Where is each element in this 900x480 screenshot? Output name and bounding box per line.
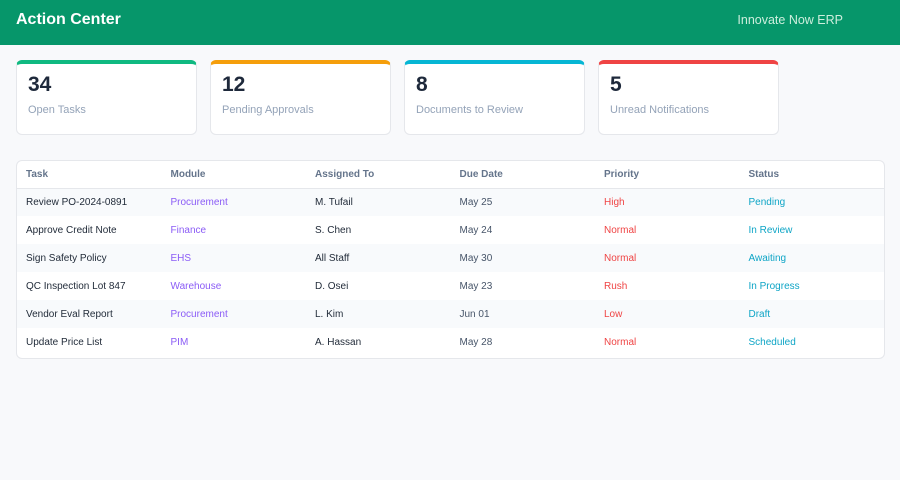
status-cell: Pending <box>748 196 786 208</box>
priority-cell: Rush <box>604 280 628 292</box>
brand-name[interactable]: Innovate Now ERP <box>737 12 843 27</box>
task-cell: Update Price List <box>26 336 103 348</box>
table-row[interactable]: Sign Safety Policy EHS All Staff May 30 … <box>17 244 884 272</box>
card-open-tasks[interactable]: 34 Open Tasks <box>16 60 197 135</box>
due-date-cell: May 28 <box>459 336 493 348</box>
due-date-cell: May 30 <box>459 252 493 264</box>
card-value: 34 <box>28 73 52 96</box>
module-cell: Finance <box>170 224 207 236</box>
module-cell: Procurement <box>170 196 228 208</box>
status-cell: Draft <box>748 308 771 320</box>
card-value: 12 <box>222 73 246 96</box>
assigned-cell: A. Hassan <box>315 336 362 348</box>
table-row[interactable]: Vendor Eval Report Procurement L. Kim Ju… <box>17 300 884 328</box>
priority-cell: Normal <box>604 336 637 348</box>
task-cell: Sign Safety Policy <box>26 252 107 264</box>
assigned-cell: S. Chen <box>315 224 352 236</box>
column-header-assigned-to[interactable]: Assigned To <box>315 168 375 180</box>
due-date-cell: May 24 <box>459 224 493 236</box>
card-label: Unread Notifications <box>610 104 710 116</box>
column-header-task[interactable]: Task <box>26 168 49 180</box>
card-pending-approvals[interactable]: 12 Pending Approvals <box>210 60 391 135</box>
column-header-priority[interactable]: Priority <box>604 168 640 180</box>
status-cell: Awaiting <box>748 252 787 264</box>
summary-cards: 34 Open Tasks 12 Pending Approvals 8 Doc… <box>16 60 779 135</box>
card-label: Documents to Review <box>416 104 523 116</box>
priority-cell: Low <box>604 308 623 320</box>
action-table: Task Module Assigned To Due Date Priorit… <box>16 160 885 359</box>
card-documents-to-review[interactable]: 8 Documents to Review <box>404 60 585 135</box>
module-cell: PIM <box>170 336 189 348</box>
column-header-module[interactable]: Module <box>170 168 206 180</box>
card-label: Pending Approvals <box>222 104 314 116</box>
module-cell: Procurement <box>170 308 228 320</box>
assigned-cell: L. Kim <box>315 308 344 320</box>
column-header-status[interactable]: Status <box>748 168 780 180</box>
card-value: 5 <box>610 73 622 96</box>
task-cell: QC Inspection Lot 847 <box>26 280 126 292</box>
table-row[interactable]: Approve Credit Note Finance S. Chen May … <box>17 216 884 244</box>
app-header: Action Center Innovate Now ERP <box>0 0 900 45</box>
module-cell: Warehouse <box>170 280 222 292</box>
assigned-cell: All Staff <box>315 252 350 264</box>
module-cell: EHS <box>170 252 192 264</box>
due-date-cell: Jun 01 <box>459 308 490 320</box>
status-cell: Scheduled <box>748 336 796 348</box>
assigned-cell: D. Osei <box>315 280 349 292</box>
assigned-cell: M. Tufail <box>315 196 353 208</box>
task-cell: Approve Credit Note <box>26 224 117 236</box>
due-date-cell: May 23 <box>459 280 493 292</box>
table-header-row: Task Module Assigned To Due Date Priorit… <box>17 161 884 188</box>
status-cell: In Review <box>748 224 793 236</box>
card-unread-notifications[interactable]: 5 Unread Notifications <box>598 60 779 135</box>
priority-cell: Normal <box>604 252 637 264</box>
due-date-cell: May 25 <box>459 196 493 208</box>
table-row[interactable]: Update Price List PIM A. Hassan May 28 N… <box>17 328 884 356</box>
column-header-due-date[interactable]: Due Date <box>459 168 503 180</box>
task-cell: Vendor Eval Report <box>26 308 113 320</box>
table-row[interactable]: QC Inspection Lot 847 Warehouse D. Osei … <box>17 272 884 300</box>
page-title: Action Center <box>16 10 121 28</box>
card-value: 8 <box>416 73 428 96</box>
status-cell: In Progress <box>748 280 800 292</box>
priority-cell: High <box>604 196 625 208</box>
task-cell: Review PO-2024-0891 <box>26 196 128 208</box>
priority-cell: Normal <box>604 224 637 236</box>
table-row[interactable]: Review PO-2024-0891 Procurement M. Tufai… <box>17 188 884 216</box>
card-label: Open Tasks <box>28 104 86 116</box>
